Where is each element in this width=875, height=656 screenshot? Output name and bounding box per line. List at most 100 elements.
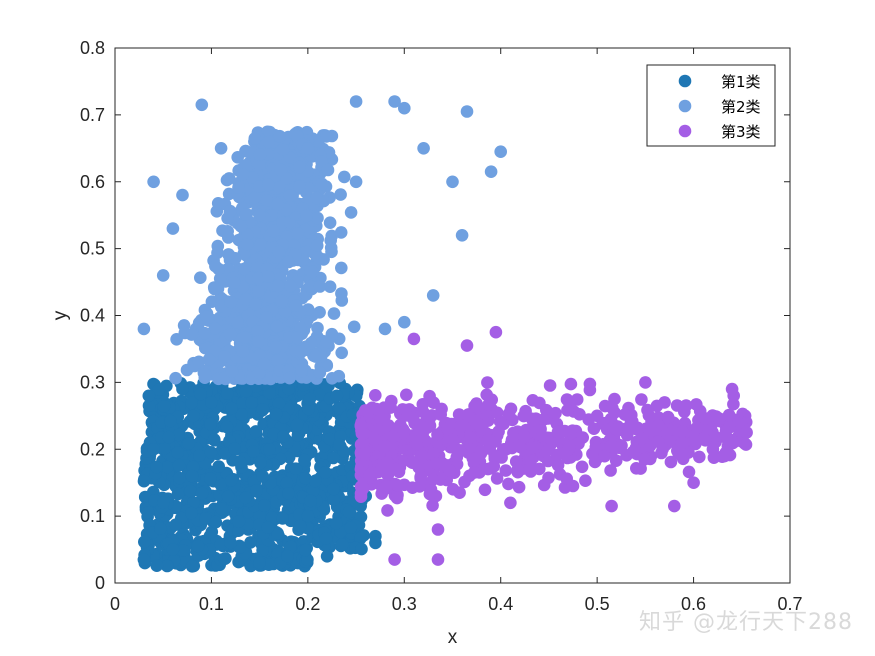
cluster-2-point [347,320,361,334]
cluster-3-point [446,433,460,447]
cluster-3-point [511,463,524,477]
legend-label: 第3类 [721,123,761,141]
legend-box [646,64,776,147]
cluster-3-point [407,332,421,346]
cluster-1-point [204,417,217,431]
cluster-2-point [446,175,459,189]
cluster-2-point [289,299,303,313]
cluster-2-point [221,225,234,238]
cluster-1-point [330,389,344,403]
cluster-2-point [271,279,285,293]
cluster-3-point [423,389,436,403]
cluster-1-point [298,453,311,467]
cluster-3-point [690,398,703,411]
cluster-3-point [608,406,621,419]
cluster-1-point [304,494,318,508]
cluster-3-point [502,477,515,491]
cluster-1-point [256,403,270,416]
cluster-2-point [270,320,284,333]
cluster-3-point [589,441,603,455]
cluster-2-point [260,194,274,207]
cluster-3-point [699,434,712,447]
cluster-1-point [333,402,347,415]
cluster-3-point [722,408,736,422]
cluster-1-point [254,456,267,470]
watermark: 知乎 @龙行天下288 [639,610,853,635]
cluster-2-point [169,371,182,385]
cluster-3-point [676,436,689,450]
cluster-2-point [260,311,274,324]
cluster-2-point [236,168,250,181]
cluster-1-point [239,491,252,505]
cluster-1-point [214,538,228,551]
cluster-1-point [152,383,166,397]
cluster-3-point [413,480,426,493]
cluster-2-point [301,142,315,155]
cluster-2-point [156,269,170,282]
cluster-3-point [740,426,753,439]
cluster-3-point [645,424,658,438]
cluster-2-point [334,226,348,239]
cluster-1-point [166,543,180,556]
cluster-1-point [250,484,263,497]
cluster-2-point [323,216,337,229]
cluster-2-point [338,170,351,184]
cluster-3-point [517,430,531,443]
cluster-3-point [638,453,651,466]
cluster-3-point [658,396,671,409]
cluster-1-point [214,502,228,516]
cluster-3-point [414,470,427,484]
cluster-3-point [712,412,726,425]
cluster-2-point [238,331,252,344]
cluster-2-point [335,294,349,307]
cluster-2-point [303,279,317,293]
cluster-2-point [273,129,287,143]
cluster-3-point [431,523,445,536]
cluster-1-point [169,518,182,531]
cluster-2-point [195,98,209,112]
cluster-2-point [228,276,241,290]
cluster-2-point [378,322,392,336]
cluster-2-point [225,365,239,378]
cluster-2-point [257,357,271,371]
cluster-3-point [464,431,478,444]
cluster-3-point [490,472,504,485]
cluster-2-point [293,160,306,174]
cluster-1-point [329,517,343,530]
cluster-1-point [172,428,185,442]
cluster-3-point [450,450,464,464]
cluster-2-point [198,368,212,381]
cluster-3-point [587,422,601,436]
cluster-1-point [161,460,174,474]
cluster-3-point [668,499,681,513]
cluster-2-point [253,208,266,222]
cluster-2-point [147,175,160,189]
cluster-2-point [176,188,189,202]
x-tick-label: 0.7 [777,594,802,614]
cluster-2-point [269,340,283,354]
cluster-2-point [272,245,286,259]
cluster-1-point [195,486,209,500]
cluster-3-point [542,471,555,485]
legend-marker [678,74,692,88]
cluster-3-point [676,452,690,466]
cluster-2-point [214,142,228,155]
cluster-2-point [335,346,349,360]
cluster-1-point [156,496,170,510]
cluster-1-point [247,445,260,458]
cluster-3-point [618,408,632,421]
cluster-1-point [319,466,332,479]
cluster-3-point [389,462,403,476]
cluster-3-point [474,444,488,458]
cluster-3-point [682,465,696,479]
cluster-2-point [494,145,508,158]
cluster-3-point [724,433,738,447]
cluster-3-point [608,392,621,406]
cluster-1-point [142,389,156,403]
y-tick-label: 0 [95,573,105,593]
x-tick-label: 0.1 [199,594,224,614]
cluster-1-point [302,402,316,416]
cluster-1-point [239,385,253,398]
cluster-1-point [261,521,275,534]
cluster-2-point [252,285,265,298]
